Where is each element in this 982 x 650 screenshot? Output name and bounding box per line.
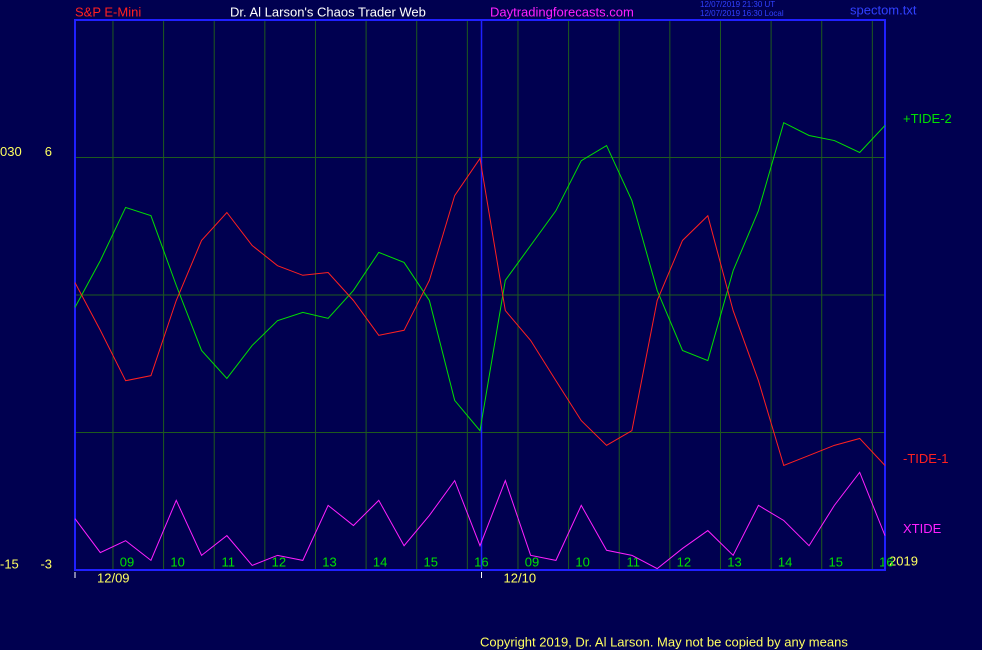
file-name: spectom.txt [850,2,917,17]
x-tick-label: 15 [423,554,437,569]
site-title: Dr. Al Larson's Chaos Trader Web [230,4,426,19]
copyright: Copyright 2019, Dr. Al Larson. May not b… [480,634,848,649]
x-tick-label: 12 [677,554,691,569]
time-local: 12/07/2019 16:30 Local [700,9,784,18]
legend-label: +TIDE-2 [903,111,952,126]
x-tick-label: 11 [221,554,235,569]
series-line [74,121,886,432]
site-url: Daytradingforecasts.com [490,4,634,19]
x-tick-label: 12 [272,554,286,569]
x-tick-label: 13 [322,554,336,569]
y-tick-label: -3 [40,556,52,571]
x-tick-label: 14 [373,554,387,569]
year: 2019 [889,553,918,568]
symbol: S&P E-Mini [75,4,141,19]
x-tick-label: 16 [879,554,893,569]
date-label: 12/09 [97,570,130,585]
x-tick-label: 11 [626,554,640,569]
legend-label: -TIDE-1 [903,451,949,466]
y-outer-label: -15 [0,556,19,571]
x-tick-label: 15 [828,554,842,569]
x-tick-label: 13 [727,554,741,569]
plot-frame [74,19,886,571]
series-line [74,471,886,570]
time-ut: 12/07/2019 21:30 UT [700,0,775,9]
x-tick-label: 14 [778,554,792,569]
y-tick-label: 6 [45,144,52,159]
series-line [74,157,886,467]
x-tick-label: 10 [170,554,184,569]
date-label: 12/10 [504,570,537,585]
x-tick-label: 09 [525,554,539,569]
y-outer-label: 030 [0,144,22,159]
legend-label: XTIDE [903,521,942,536]
x-tick-label: 10 [575,554,589,569]
x-tick-label: 09 [120,554,134,569]
